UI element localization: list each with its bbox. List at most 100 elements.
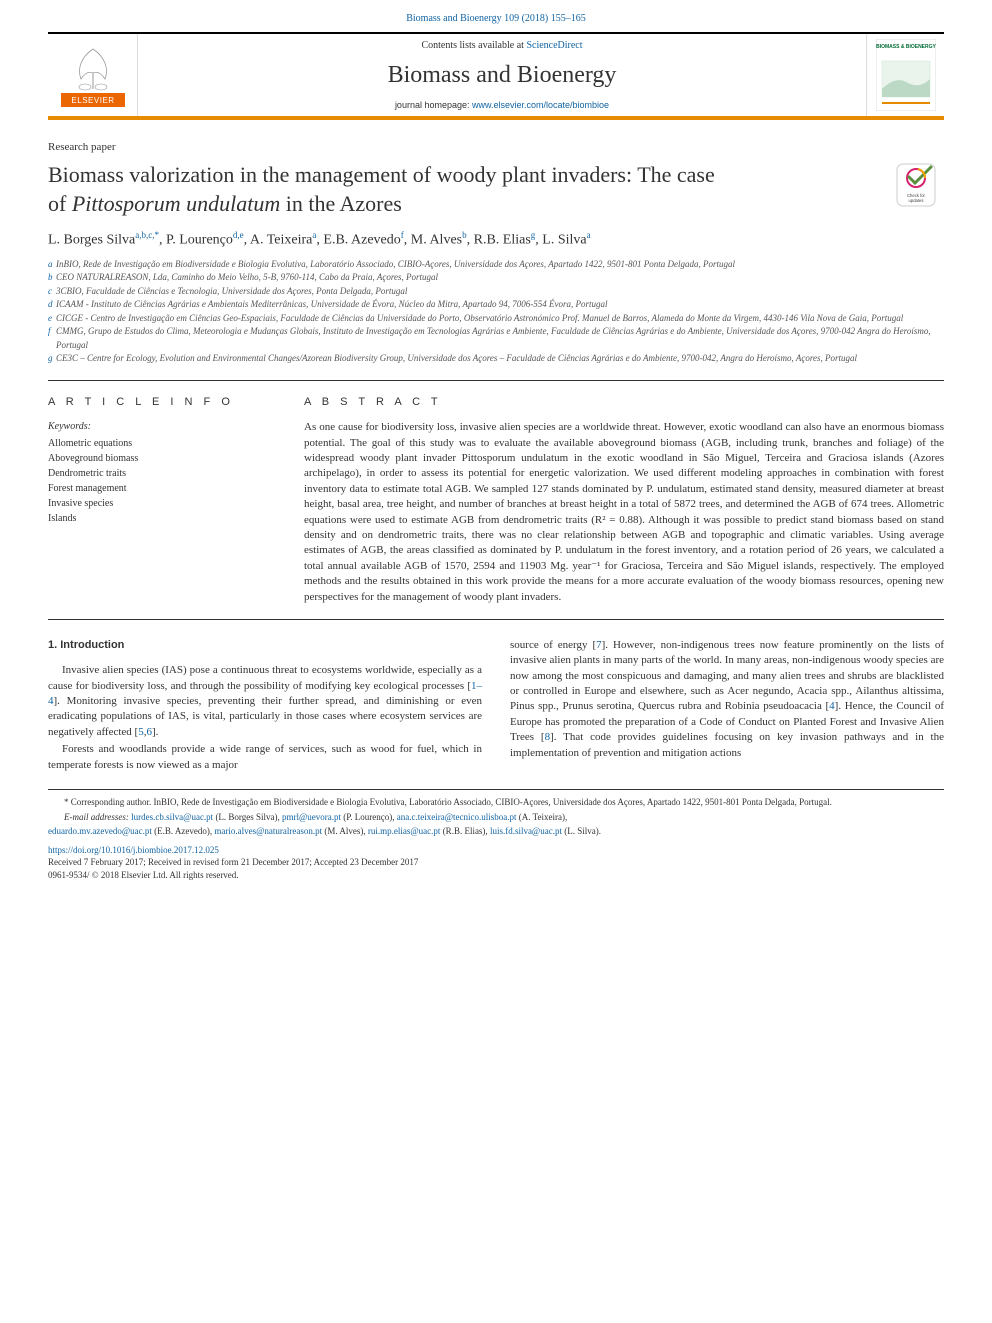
affil-text: CICGE - Centro de Investigação em Ciênci… bbox=[56, 312, 903, 326]
author-name: L. Borges Silva bbox=[48, 232, 135, 247]
journal-cover-thumb: BIOMASS & BIOENERGY bbox=[866, 34, 944, 116]
affil-text: CEO NATURALREASON, Lda, Caminho do Meio … bbox=[56, 271, 438, 285]
keywords-head: Keywords: bbox=[48, 420, 268, 434]
body-p3: source of energy [7]. However, non-indig… bbox=[510, 638, 944, 761]
sciencedirect-link[interactable]: ScienceDirect bbox=[526, 40, 582, 51]
affiliation-item: g CE3C – Centre for Ecology, Evolution a… bbox=[48, 352, 944, 366]
article-title: Biomass valorization in the management o… bbox=[48, 161, 776, 218]
info-abstract-row: A R T I C L E I N F O Keywords: Allometr… bbox=[48, 381, 944, 605]
keyword-item: Dendrometric traits bbox=[48, 466, 268, 481]
email-link[interactable]: lurdes.cb.silva@uac.pt bbox=[131, 812, 213, 822]
section-title-text: Introduction bbox=[60, 639, 124, 651]
email-person: (P. Lourenço), bbox=[341, 812, 397, 822]
received-line: Received 7 February 2017; Received in re… bbox=[48, 856, 944, 869]
doi-link[interactable]: https://doi.org/10.1016/j.biombioe.2017.… bbox=[48, 844, 944, 857]
email-link[interactable]: eduardo.mv.azevedo@uac.pt bbox=[48, 826, 152, 836]
email-person: (R.B. Elias), bbox=[440, 826, 490, 836]
author-affil-sup: a bbox=[312, 230, 316, 240]
email-link[interactable]: luis.fd.silva@uac.pt bbox=[490, 826, 562, 836]
svg-text:ELSEVIER: ELSEVIER bbox=[71, 96, 114, 105]
affil-key: f bbox=[48, 325, 54, 352]
affil-text: CE3C – Centre for Ecology, Evolution and… bbox=[56, 352, 857, 366]
citation-link[interactable]: Biomass and Bioenergy 109 (2018) 155–165 bbox=[406, 13, 586, 24]
affiliation-item: a InBIO, Rede de Investigação em Biodive… bbox=[48, 258, 944, 272]
author-name: A. Teixeira bbox=[250, 232, 313, 247]
journal-homepage-link[interactable]: www.elsevier.com/locate/biombioe bbox=[472, 100, 609, 110]
affil-key: c bbox=[48, 285, 54, 299]
email-link[interactable]: ana.c.teixeira@tecnico.ulisboa.pt bbox=[397, 812, 517, 822]
keyword-item: Forest management bbox=[48, 481, 268, 496]
affil-key: d bbox=[48, 298, 54, 312]
svg-text:updates: updates bbox=[909, 198, 924, 203]
title-line1: Biomass valorization in the management o… bbox=[48, 162, 715, 187]
author-affil-sup: d,e bbox=[233, 230, 244, 240]
rule-bottom bbox=[48, 619, 944, 620]
publisher-logo: ELSEVIER bbox=[48, 34, 138, 116]
email-line-1: E-mail addresses: lurdes.cb.silva@uac.pt… bbox=[48, 811, 944, 824]
abstract-col: A B S T R A C T As one cause for biodive… bbox=[304, 381, 944, 605]
author-affil-sup: f bbox=[401, 230, 404, 240]
affil-key: b bbox=[48, 271, 54, 285]
banner-center: Contents lists available at ScienceDirec… bbox=[138, 34, 866, 116]
p1-post: ]. bbox=[152, 726, 158, 738]
author-name: E.B. Azevedo bbox=[323, 232, 400, 247]
email-line-2: eduardo.mv.azevedo@uac.pt (E.B. Azevedo)… bbox=[48, 825, 944, 838]
affil-text: ICAAM - Instituto de Ciências Agrárias e… bbox=[56, 298, 607, 312]
journal-homepage-line: journal homepage: www.elsevier.com/locat… bbox=[395, 99, 609, 112]
email-person: (E.B. Azevedo), bbox=[152, 826, 214, 836]
author-name: M. Alves bbox=[411, 232, 462, 247]
keywords-list: Allometric equationsAboveground biomassD… bbox=[48, 436, 268, 526]
page-footer: * Corresponding author. InBIO, Rede de I… bbox=[48, 789, 944, 882]
email-link[interactable]: pmrl@uevora.pt bbox=[282, 812, 341, 822]
affiliation-item: e CICGE - Centro de Investigação em Ciên… bbox=[48, 312, 944, 326]
affiliation-item: c 3CBIO, Faculdade de Ciências e Tecnolo… bbox=[48, 285, 944, 299]
check-updates-badge[interactable]: Check for updates bbox=[896, 163, 944, 212]
homepage-prefix: journal homepage: bbox=[395, 100, 472, 110]
body-p1: Invasive alien species (IAS) pose a cont… bbox=[48, 663, 482, 740]
header-citation: Biomass and Bioenergy 109 (2018) 155–165 bbox=[0, 0, 992, 32]
keyword-item: Invasive species bbox=[48, 496, 268, 511]
email-person: (M. Alves), bbox=[322, 826, 368, 836]
author-affil-sup: b bbox=[462, 230, 467, 240]
body-p2: Forests and woodlands provide a wide ran… bbox=[48, 742, 482, 773]
author-name: P. Lourenço bbox=[166, 232, 233, 247]
affiliations-list: a InBIO, Rede de Investigação em Biodive… bbox=[48, 258, 944, 366]
abstract-text: As one cause for biodiversity loss, inva… bbox=[304, 420, 944, 605]
body-columns: 1. Introduction Invasive alien species (… bbox=[48, 638, 944, 775]
author-name: R.B. Elias bbox=[474, 232, 531, 247]
body-col-left: 1. Introduction Invasive alien species (… bbox=[48, 638, 482, 775]
author-name: L. Silva bbox=[542, 232, 586, 247]
affiliation-item: b CEO NATURALREASON, Lda, Caminho do Mei… bbox=[48, 271, 944, 285]
elsevier-tree-icon: ELSEVIER bbox=[61, 43, 125, 107]
p3-pre: source of energy [ bbox=[510, 639, 596, 651]
affil-text: CMMG, Grupo de Estudos do Clima, Meteoro… bbox=[56, 325, 944, 352]
body-col-right: source of energy [7]. However, non-indig… bbox=[510, 638, 944, 775]
affil-key: e bbox=[48, 312, 54, 326]
issn-line: 0961-9534/ © 2018 Elsevier Ltd. All righ… bbox=[48, 869, 944, 882]
affiliation-item: f CMMG, Grupo de Estudos do Clima, Meteo… bbox=[48, 325, 944, 352]
keyword-item: Aboveground biomass bbox=[48, 451, 268, 466]
authors-line: L. Borges Silvaa,b,c,*, P. Lourençod,e, … bbox=[48, 229, 944, 250]
email-link[interactable]: rui.mp.elias@uac.pt bbox=[368, 826, 441, 836]
email-person: (L. Silva). bbox=[562, 826, 601, 836]
email-person: (A. Teixeira), bbox=[517, 812, 568, 822]
contents-prefix: Contents lists available at bbox=[421, 40, 526, 51]
journal-banner: ELSEVIER Contents lists available at Sci… bbox=[48, 32, 944, 120]
svg-text:BIOMASS & BIOENERGY: BIOMASS & BIOENERGY bbox=[876, 44, 936, 50]
affil-text: 3CBIO, Faculdade de Ciências e Tecnologi… bbox=[56, 285, 407, 299]
email-link[interactable]: mario.alves@naturalreason.pt bbox=[214, 826, 322, 836]
article-type: Research paper bbox=[48, 140, 944, 155]
corresponding-author-note: * Corresponding author. InBIO, Rede de I… bbox=[48, 796, 944, 809]
affiliation-item: d ICAAM - Instituto de Ciências Agrárias… bbox=[48, 298, 944, 312]
keyword-item: Allometric equations bbox=[48, 436, 268, 451]
journal-title: Biomass and Bioenergy bbox=[388, 59, 617, 93]
article-header: Research paper Biomass valorization in t… bbox=[0, 120, 992, 366]
affil-key: g bbox=[48, 352, 54, 366]
email-label: E-mail addresses: bbox=[64, 812, 131, 822]
title-line2-post: in the Azores bbox=[280, 191, 402, 216]
title-line2-pre: of bbox=[48, 191, 72, 216]
author-affil-sup: a,b,c,* bbox=[135, 230, 159, 240]
article-info-head: A R T I C L E I N F O bbox=[48, 395, 268, 410]
section-1-title: 1. Introduction bbox=[48, 638, 482, 653]
title-italic-species: Pittosporum undulatum bbox=[72, 191, 280, 216]
